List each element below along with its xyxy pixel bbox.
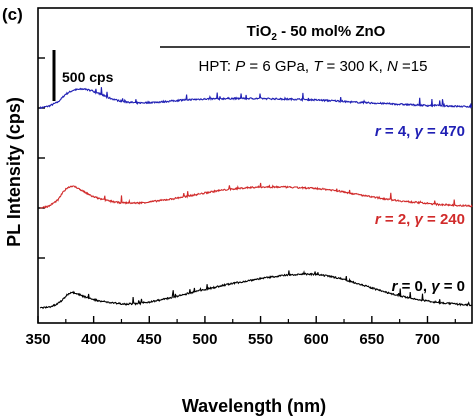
- plot-frame: [37, 7, 473, 324]
- x-tick-label: 450: [137, 331, 162, 348]
- hpt-condition-label: HPT: P = 6 GPa, T = 300 K, N =15: [199, 58, 428, 75]
- series-label-r0: r = 0, γ = 0: [392, 278, 465, 295]
- spectrum-line-2: [39, 270, 473, 310]
- x-axis-title: Wavelength (nm): [182, 396, 326, 416]
- series-label-r4: r = 4, γ = 470: [375, 123, 465, 140]
- x-tick-label: 650: [359, 331, 384, 348]
- plot-area: 350 400 450 500 550 600 650 700: [25, 7, 473, 348]
- x-tick-label: 700: [415, 331, 440, 348]
- series-label-r2: r = 2, γ = 240: [375, 211, 465, 228]
- x-tick-label: 500: [192, 331, 217, 348]
- y-axis-title: PL Intensity (cps): [4, 97, 24, 247]
- x-tick-label: 600: [304, 331, 329, 348]
- composition-label: TiO2 - 50 mol% ZnO: [247, 23, 386, 43]
- x-tick-label: 350: [25, 331, 50, 348]
- x-tick-label: 400: [81, 331, 106, 348]
- x-tick-label: 550: [248, 331, 273, 348]
- spectrum-line-0: [39, 87, 473, 109]
- panel-label: (c): [2, 5, 23, 24]
- spectrum-line-1: [40, 182, 473, 209]
- y-scale-bar-label: 500 cps: [62, 69, 114, 85]
